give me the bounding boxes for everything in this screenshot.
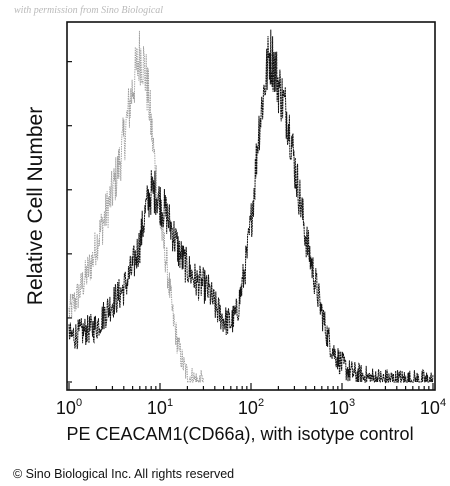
x-tick-label-exponent: 3 bbox=[349, 397, 355, 409]
series-layer bbox=[68, 29, 434, 384]
x-tick-label-4: 104 bbox=[420, 397, 446, 418]
x-tick-label-base: 10 bbox=[56, 398, 76, 418]
watermark-text: with permission from Sino Biological bbox=[14, 5, 163, 16]
x-tick-label-0: 100 bbox=[56, 397, 82, 418]
x-tick-label-base: 10 bbox=[420, 398, 440, 418]
x-tick-labels: 100 101 102 103 104 bbox=[56, 397, 446, 418]
x-tick-label-exponent: 1 bbox=[167, 397, 173, 409]
x-tick-label-exponent: 0 bbox=[76, 397, 82, 409]
series-1 bbox=[68, 29, 434, 384]
y-axis-label: Relative Cell Number bbox=[24, 107, 47, 305]
ticks-layer bbox=[67, 61, 434, 390]
series-0-trace bbox=[68, 30, 204, 383]
copyright-notice: © Sino Biological Inc. All rights reserv… bbox=[13, 467, 234, 481]
series-1-trace bbox=[68, 29, 434, 384]
series-0 bbox=[68, 30, 204, 383]
x-tick-label-base: 10 bbox=[238, 398, 258, 418]
x-tick-label-2: 102 bbox=[238, 397, 264, 418]
plot-area bbox=[66, 21, 436, 391]
x-tick-label-exponent: 2 bbox=[258, 397, 264, 409]
x-tick-label-exponent: 4 bbox=[440, 397, 446, 409]
x-tick-label-base: 10 bbox=[147, 398, 167, 418]
x-tick-label-base: 10 bbox=[329, 398, 349, 418]
x-axis-label: PE CEACAM1(CD66a), with isotype control bbox=[66, 424, 413, 444]
x-tick-label-1: 101 bbox=[147, 397, 173, 418]
x-tick-label-3: 103 bbox=[329, 397, 355, 418]
